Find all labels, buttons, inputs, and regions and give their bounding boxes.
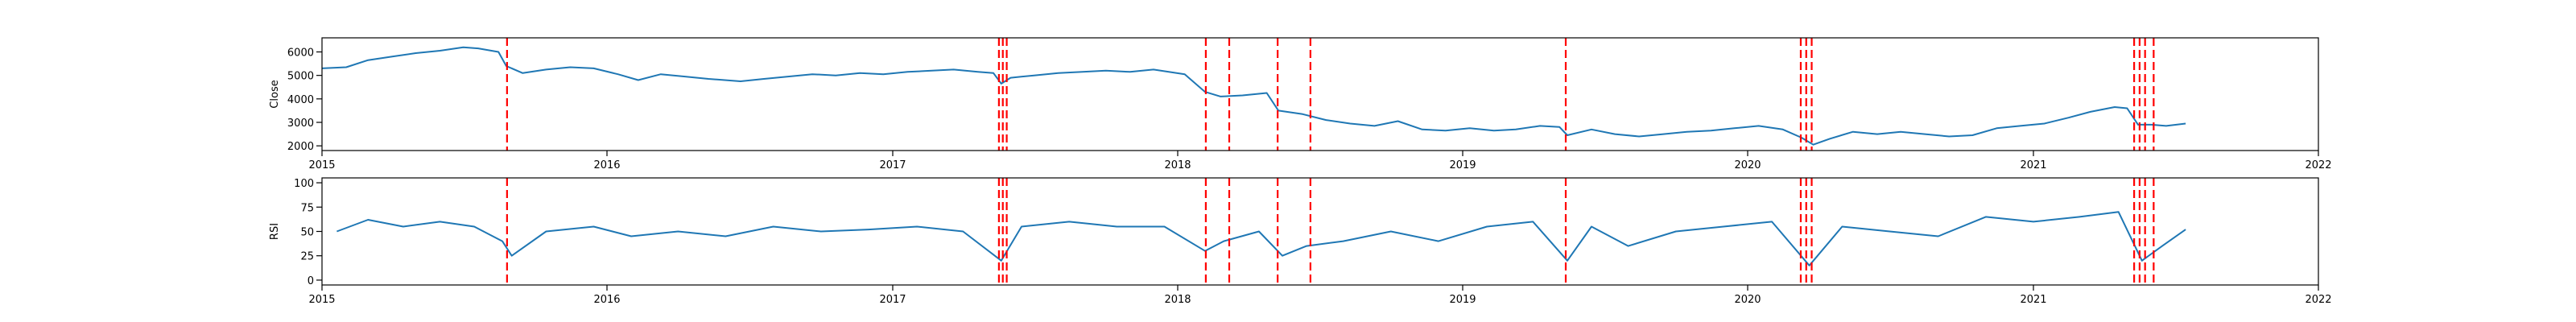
x-tick-label: 2021	[2020, 294, 2046, 306]
y-tick-label: 0	[308, 275, 314, 287]
x-tick-label: 2019	[1449, 159, 1476, 171]
x-tick-label: 2021	[2020, 159, 2046, 171]
x-tick-label: 2015	[308, 159, 335, 171]
x-tick-label: 2017	[879, 159, 906, 171]
x-tick-label: 2015	[308, 294, 335, 306]
series-line	[321, 46, 2186, 146]
x-tick-label: 2020	[1734, 159, 1761, 171]
axes-frame	[321, 37, 2319, 151]
y-tick-label: 50	[300, 227, 314, 239]
series-line	[336, 211, 2186, 266]
y-axis-label: Close	[269, 80, 281, 108]
y-tick-label: 2000	[287, 141, 314, 153]
x-tick-label: 2019	[1449, 294, 1476, 306]
y-tick-label: 5000	[287, 71, 314, 83]
y-tick-label: 100	[294, 178, 314, 190]
y-tick-label: 75	[300, 202, 314, 214]
x-tick-label: 2022	[2305, 294, 2331, 306]
x-tick-label: 2018	[1164, 159, 1191, 171]
y-axis-label: RSI	[269, 223, 281, 240]
rsi-panel: 2015 2016 2017 2018 2019 2020 2021 2022 0 25 50 75 1…	[269, 177, 2332, 306]
x-tick-label: 2016	[593, 294, 620, 306]
y-tick-label: 6000	[287, 47, 314, 60]
y-tick-label: 3000	[287, 118, 314, 130]
x-tick-label: 2017	[879, 294, 906, 306]
x-tick-label: 2018	[1164, 294, 1191, 306]
x-tick-label: 2016	[593, 159, 620, 171]
close-price-panel: 2015 2016 2017 2018 2019 2020 2021 2022 2000 3000…	[269, 37, 2332, 171]
x-tick-label: 2020	[1734, 294, 1761, 306]
y-tick-label: 25	[300, 251, 314, 263]
x-tick-label: 2022	[2305, 159, 2331, 171]
y-tick-label: 4000	[287, 94, 314, 106]
